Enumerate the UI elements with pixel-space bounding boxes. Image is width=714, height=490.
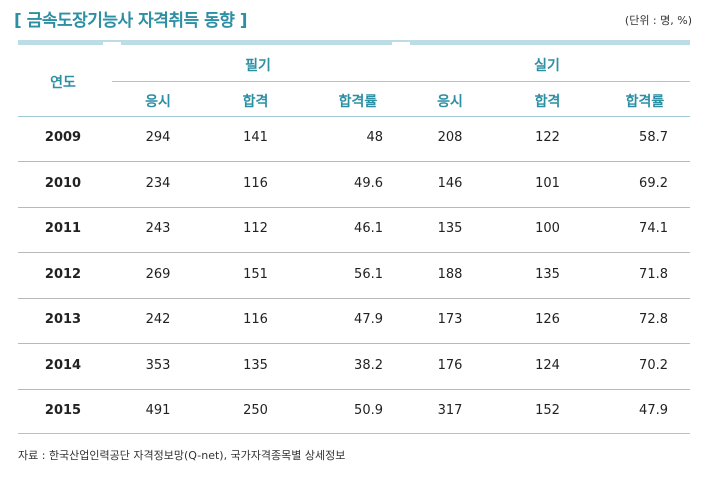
row-cell: 491 [145,403,171,418]
row-cell: 58.7 [639,130,668,145]
row-cell: 188 [437,266,463,282]
row-cell: 116 [243,312,268,327]
row-cell: 38.2 [354,357,383,373]
row-cell: 116 [243,175,268,191]
row-cell: 47.9 [639,403,668,418]
header-year: 연도 [50,75,76,91]
table-bottom-line [18,433,690,434]
row-divider [18,252,690,253]
header-col-practical-rate: 합격률 [625,94,665,110]
row-cell: 48 [366,130,383,145]
row-cell: 135 [243,357,268,373]
row-cell: 56.1 [354,266,383,282]
row-year: 2014 [44,357,82,373]
row-cell: 243 [145,221,171,236]
top-bar-notch [103,42,121,56]
row-cell: 70.2 [639,357,668,373]
row-cell: 46.1 [354,221,383,236]
row-cell: 234 [145,175,171,191]
source-footnote: 자료 : 한국산업인력공단 자격정보망(Q-net), 국가자격종목별 상세정보 [18,449,346,462]
row-divider [18,388,690,390]
row-cell: 50.9 [354,403,383,418]
top-bar-notch [392,42,410,56]
row-divider [18,297,690,299]
row-cell: 176 [437,357,463,373]
row-cell: 101 [535,175,560,191]
row-cell: 317 [437,403,463,418]
header-col-written-passed: 합격 [242,94,269,110]
row-year: 2012 [44,266,82,282]
row-cell: 100 [535,221,560,236]
unit-label: (단위 : 명, %) [624,14,692,27]
row-cell: 69.2 [639,175,668,191]
row-year: 2013 [44,312,82,327]
row-cell: 135 [535,266,560,282]
row-cell: 135 [437,221,463,236]
header-group-divider [112,81,690,82]
row-cell: 353 [145,357,171,373]
row-cell: 173 [437,312,463,327]
row-cell: 152 [535,403,560,418]
row-cell: 112 [243,221,268,236]
header-col-written-applicants: 응시 [145,94,171,110]
row-divider [18,343,690,344]
row-cell: 74.1 [639,221,668,236]
row-divider [18,161,690,162]
row-cell: 269 [145,266,171,282]
row-year: 2010 [44,175,82,191]
header-bottom-divider [18,116,690,117]
row-cell: 122 [535,130,560,145]
row-year: 2009 [44,130,82,145]
row-cell: 294 [145,130,171,145]
header-col-practical-passed: 합격 [534,94,561,110]
row-cell: 250 [243,403,268,418]
header-written: 필기 [245,58,271,74]
row-year: 2011 [44,221,82,236]
row-cell: 71.8 [639,266,668,282]
header-practical: 실기 [534,58,560,74]
row-cell: 141 [243,130,268,145]
row-cell: 208 [437,130,463,145]
row-cell: 124 [535,357,560,373]
row-cell: 72.8 [639,312,668,327]
row-cell: 47.9 [354,312,383,327]
row-cell: 242 [145,312,171,327]
row-cell: 49.6 [354,175,383,191]
header-col-practical-applicants: 응시 [437,94,463,110]
table-top-bar [18,40,690,45]
row-cell: 151 [243,266,268,282]
row-cell: 146 [437,175,463,191]
row-divider [18,206,690,208]
header-col-written-rate: 합격률 [338,94,378,110]
row-cell: 126 [535,312,560,327]
row-year: 2015 [44,403,82,418]
table-title: [ 금속도장기능사 자격취득 동향 ] [14,11,248,31]
